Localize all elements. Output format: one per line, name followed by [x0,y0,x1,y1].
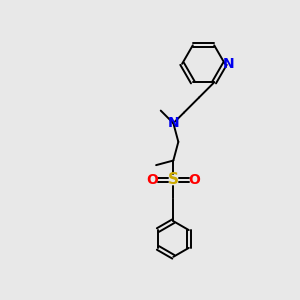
Text: O: O [188,173,200,187]
Text: O: O [147,173,158,187]
Text: N: N [167,116,179,130]
Text: S: S [168,172,179,187]
Text: N: N [223,57,234,71]
